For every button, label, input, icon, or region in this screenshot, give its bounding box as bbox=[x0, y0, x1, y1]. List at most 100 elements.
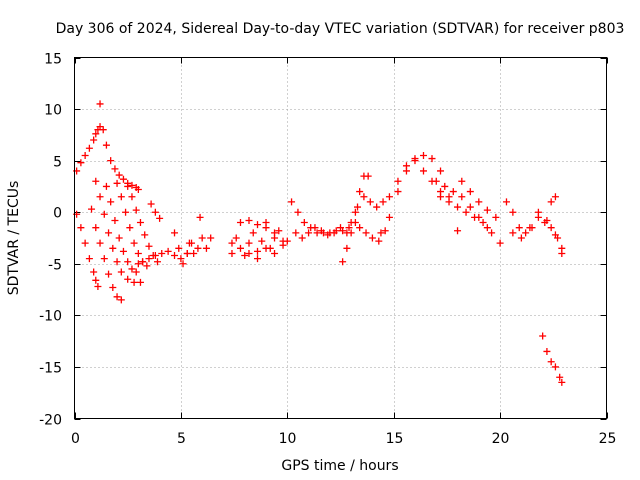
data-point bbox=[136, 278, 144, 286]
data-point bbox=[364, 172, 372, 180]
data-point bbox=[509, 208, 517, 216]
series-track-18 bbox=[292, 224, 351, 242]
series-track-27 bbox=[454, 227, 462, 235]
data-point bbox=[279, 237, 287, 245]
data-point bbox=[458, 177, 466, 185]
data-point bbox=[113, 293, 121, 301]
data-point bbox=[445, 198, 453, 206]
data-point bbox=[111, 165, 119, 173]
data-point bbox=[96, 193, 104, 201]
data-point bbox=[88, 205, 96, 213]
data-point bbox=[466, 203, 474, 211]
data-point bbox=[107, 198, 115, 206]
x-axis-label: GPS time / hours bbox=[281, 458, 398, 474]
data-point bbox=[171, 229, 179, 237]
data-point bbox=[151, 208, 159, 216]
data-point bbox=[92, 177, 100, 185]
y-tick-label: -15 bbox=[39, 361, 62, 377]
data-point bbox=[385, 193, 393, 201]
data-point bbox=[153, 258, 161, 266]
data-point bbox=[236, 219, 244, 227]
data-point bbox=[179, 260, 187, 268]
data-point bbox=[330, 229, 338, 237]
series-track-2 bbox=[96, 100, 142, 194]
data-point bbox=[232, 234, 240, 242]
data-point bbox=[347, 219, 355, 227]
data-point bbox=[100, 255, 108, 263]
data-point bbox=[419, 167, 427, 175]
series-track-11 bbox=[171, 229, 196, 268]
data-point bbox=[254, 255, 262, 263]
data-point bbox=[432, 177, 440, 185]
data-point bbox=[77, 159, 85, 167]
data-point bbox=[454, 227, 462, 235]
series-track-29 bbox=[509, 208, 566, 257]
data-point bbox=[85, 255, 93, 263]
data-points bbox=[73, 100, 566, 386]
data-point bbox=[207, 234, 215, 242]
data-point bbox=[292, 229, 300, 237]
data-point bbox=[134, 249, 142, 257]
data-point bbox=[437, 167, 445, 175]
x-tick-label: 5 bbox=[177, 431, 186, 447]
data-point bbox=[441, 182, 449, 190]
data-point bbox=[81, 151, 89, 159]
data-point bbox=[119, 247, 127, 255]
data-point bbox=[228, 249, 236, 257]
x-tick-label: 10 bbox=[279, 431, 297, 447]
data-point bbox=[171, 252, 179, 260]
data-point bbox=[117, 268, 125, 276]
data-point bbox=[534, 208, 542, 216]
data-point bbox=[551, 231, 559, 239]
data-point bbox=[130, 239, 138, 247]
data-point bbox=[99, 126, 107, 134]
data-point bbox=[136, 219, 144, 227]
data-point bbox=[547, 224, 555, 232]
data-point bbox=[117, 193, 125, 201]
series-track-1 bbox=[73, 123, 104, 175]
data-point bbox=[509, 229, 517, 237]
data-point bbox=[115, 234, 123, 242]
series-track-31 bbox=[547, 193, 559, 206]
data-point bbox=[132, 268, 140, 276]
data-point bbox=[102, 182, 110, 190]
series-track-23 bbox=[394, 157, 453, 201]
data-point bbox=[394, 177, 402, 185]
data-point bbox=[96, 123, 104, 131]
data-point bbox=[428, 155, 436, 163]
data-point bbox=[394, 188, 402, 196]
data-point bbox=[90, 136, 98, 144]
data-point bbox=[475, 213, 483, 221]
series-track-30 bbox=[539, 332, 566, 386]
data-point bbox=[145, 242, 153, 250]
data-point bbox=[258, 237, 266, 245]
data-point bbox=[375, 237, 383, 245]
data-point bbox=[77, 224, 85, 232]
data-point bbox=[122, 208, 130, 216]
x-tick-label: 25 bbox=[599, 431, 617, 447]
data-point bbox=[488, 229, 496, 237]
data-point bbox=[194, 244, 202, 252]
data-point bbox=[502, 198, 510, 206]
data-point bbox=[92, 224, 100, 232]
series-track-10 bbox=[147, 200, 164, 222]
data-point bbox=[190, 249, 198, 257]
data-point bbox=[245, 216, 253, 224]
data-point bbox=[339, 258, 347, 266]
data-point bbox=[377, 229, 385, 237]
y-tick-label: 15 bbox=[44, 52, 62, 68]
data-point bbox=[356, 224, 364, 232]
data-point bbox=[124, 275, 132, 283]
data-point bbox=[324, 231, 332, 239]
data-point bbox=[271, 229, 279, 237]
data-point bbox=[496, 239, 504, 247]
data-point bbox=[556, 373, 564, 381]
data-point bbox=[124, 182, 132, 190]
y-tick-label: 10 bbox=[44, 103, 62, 119]
data-point bbox=[177, 255, 185, 263]
x-tick-label: 15 bbox=[386, 431, 404, 447]
data-point bbox=[134, 260, 142, 268]
data-point bbox=[130, 278, 138, 286]
data-point bbox=[305, 229, 313, 237]
